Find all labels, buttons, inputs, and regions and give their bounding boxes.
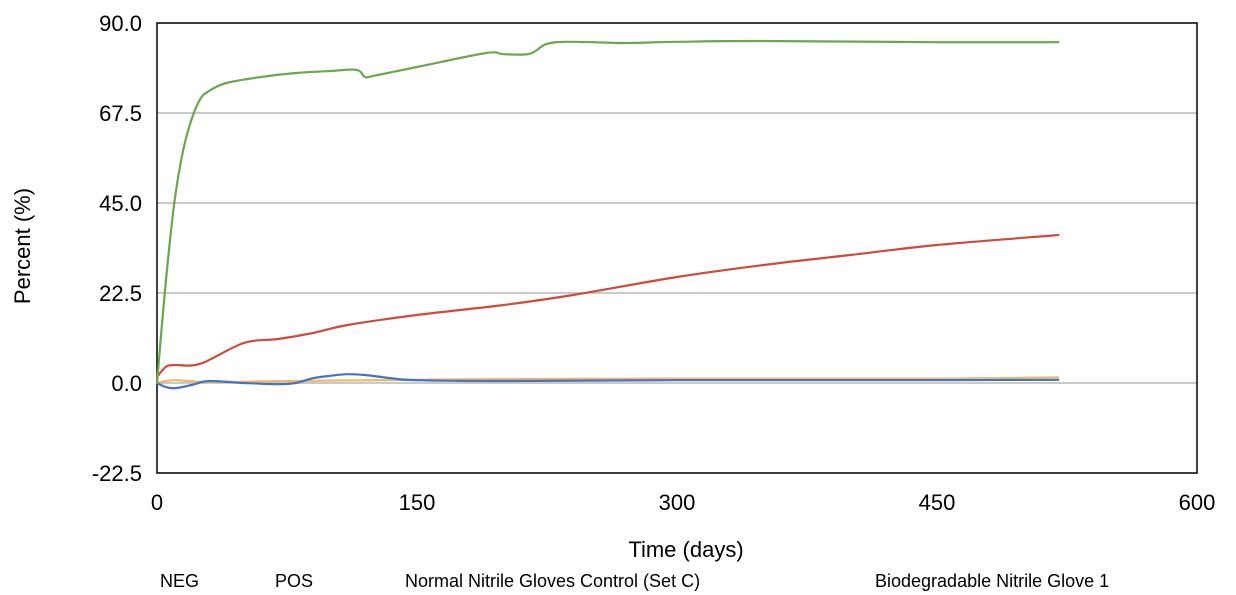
gridlines xyxy=(157,112,1197,384)
x-tick-label: 0 xyxy=(151,490,163,515)
y-axis-tick-labels: -22.5 0.0 22.5 45.0 67.5 90.0 xyxy=(92,11,142,486)
y-tick-label: 22.5 xyxy=(99,281,142,306)
series-lines xyxy=(155,39,1060,390)
y-tick-label: 67.5 xyxy=(99,101,142,126)
y-tick-label: 90.0 xyxy=(99,11,142,36)
series-line-neg xyxy=(155,373,1060,390)
x-tick-label: 150 xyxy=(399,490,436,515)
legend-entry: Normal Nitrile Gloves Control (Set C) xyxy=(405,571,700,591)
legend-entry: NEG xyxy=(160,571,199,591)
x-tick-label: 300 xyxy=(659,490,696,515)
x-tick-label: 600 xyxy=(1179,490,1216,515)
y-tick-label: 45.0 xyxy=(99,191,142,216)
plot-area-frame xyxy=(156,22,1198,474)
legend: NEG POS Normal Nitrile Gloves Control (Set… xyxy=(160,571,1109,591)
x-axis-tick-labels: 0 150 300 450 600 xyxy=(151,490,1215,515)
y-tick-label: -22.5 xyxy=(92,461,142,486)
series-line-normal-nitrile-gloves-control-set-c xyxy=(155,376,1060,385)
series-line-biodegradable-nitrile-glove-1 xyxy=(155,233,1060,379)
series-line-pos xyxy=(155,39,1060,385)
y-axis-label: Percent (%) xyxy=(10,188,35,304)
legend-entry: POS xyxy=(275,571,313,591)
y-tick-label: 0.0 xyxy=(111,371,142,396)
legend-entry: Biodegradable Nitrile Glove 1 xyxy=(875,571,1109,591)
x-axis-label: Time (days) xyxy=(628,537,743,562)
x-tick-label: 450 xyxy=(919,490,956,515)
